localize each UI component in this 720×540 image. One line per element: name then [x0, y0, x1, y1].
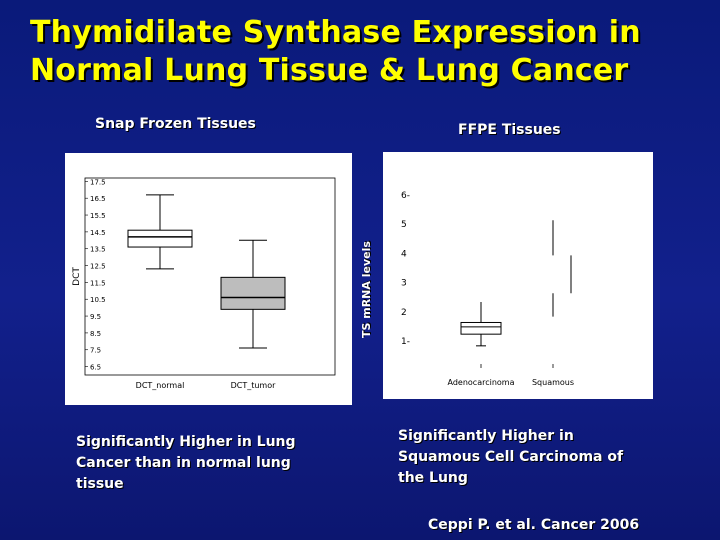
y-tick-label: 17.5 [90, 178, 106, 186]
left-caption: Significantly Higher in Lung Cancer than… [76, 434, 296, 492]
x-tick-label: DCT_normal [136, 381, 185, 390]
left-heading: Snap Frozen Tissues [95, 116, 256, 132]
y-tick-label: 2 [401, 308, 407, 318]
y-tick-label: 6.5 [90, 364, 101, 372]
x-tick-label: Adenocarcinoma [448, 378, 515, 387]
y-tick-label: 10.5 [90, 296, 106, 304]
right-box-plot: 6- 5 4 3 2 1- Adenocarcinoma Squamous [401, 191, 574, 387]
y-tick-label: 16.5 [90, 195, 106, 203]
right-y-axis-label: TS mRNA levels [360, 241, 373, 338]
y-tick-label: 8.5 [90, 330, 101, 338]
y-tick-label: 12.5 [90, 263, 106, 271]
plot-frame [84, 177, 336, 376]
y-tick-label: 13.5 [90, 246, 106, 254]
y-tick-label: 11.5 [90, 279, 106, 287]
box [220, 276, 286, 310]
y-tick-label: 6- [401, 191, 410, 201]
title-line-2: Normal Lung Tissue & Lung Cancer [30, 53, 629, 88]
citation: Ceppi P. et al. Cancer 2006 [428, 517, 640, 533]
left-box-plot: DCT 17.5 16.5 15.5 14.5 13.5 12.5 11.5 10.5 9.5 8.… [72, 177, 336, 390]
y-axis-label: DCT [72, 267, 82, 286]
y-tick-label: 4 [401, 249, 407, 259]
y-tick-label: 1- [401, 337, 410, 347]
y-tick-label: 15.5 [90, 212, 106, 220]
title-line-1: Thymidilate Synthase Expression in [30, 15, 641, 50]
x-tick-label: DCT_tumor [231, 381, 277, 390]
left-chart-panel: DCT 17.5 16.5 15.5 14.5 13.5 12.5 11.5 10.5 9.5 8.… [65, 153, 352, 405]
slide-title: Thymidilate Synthase Expression in Norma… [30, 14, 710, 90]
x-tick-label: Squamous [532, 378, 574, 387]
right-chart-panel: 6- 5 4 3 2 1- Adenocarcinoma Squamous [383, 152, 653, 399]
box [460, 321, 502, 335]
right-caption: Significantly Higher in Squamous Cell Ca… [398, 428, 624, 486]
y-tick-label: 3 [401, 279, 407, 289]
y-tick-label: 14.5 [90, 229, 106, 237]
y-tick-label: 9.5 [90, 313, 101, 321]
box [127, 229, 193, 248]
right-heading: FFPE Tissues [458, 122, 561, 138]
y-tick-label: 7.5 [90, 347, 101, 355]
y-tick-label: 5 [401, 220, 407, 230]
